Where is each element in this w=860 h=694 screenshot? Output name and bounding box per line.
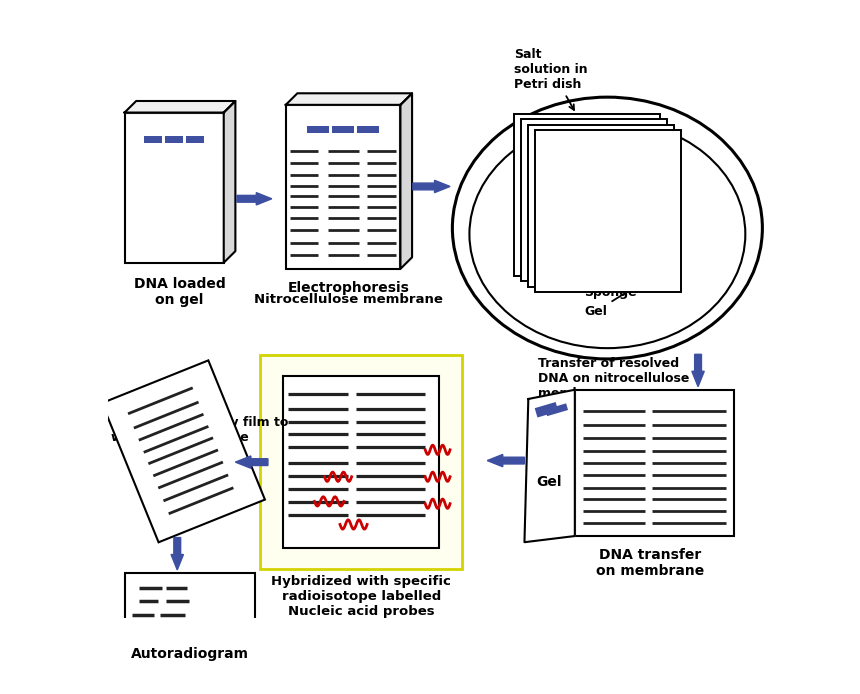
Text: Gel: Gel: [584, 273, 658, 318]
Polygon shape: [224, 101, 236, 263]
Bar: [125, 573, 255, 641]
Bar: [286, 105, 401, 269]
Bar: [284, 376, 439, 548]
Polygon shape: [691, 355, 704, 387]
Bar: [186, 137, 205, 142]
Polygon shape: [401, 93, 412, 269]
Text: Autoradiogram: Autoradiogram: [131, 647, 249, 661]
Polygon shape: [286, 93, 412, 105]
Polygon shape: [488, 455, 525, 467]
Text: Nitrocellulose membrane: Nitrocellulose membrane: [254, 293, 443, 306]
Text: Sponge: Sponge: [584, 254, 656, 299]
Bar: [528, 125, 674, 287]
Bar: [125, 112, 224, 263]
Text: Exposure of X Ray film to
washe d membrane: Exposure of X Ray film to washe d membra…: [112, 416, 289, 444]
Bar: [574, 390, 734, 536]
Bar: [307, 126, 329, 133]
Text: Transfer of resolved
DNA on nitrocellulose
membrane: Transfer of resolved DNA on nitrocellulo…: [538, 357, 689, 400]
Polygon shape: [525, 390, 574, 542]
Text: Salt
solution in
Petri dish: Salt solution in Petri dish: [514, 48, 588, 110]
Text: Gel: Gel: [537, 475, 562, 489]
Polygon shape: [125, 101, 236, 112]
Bar: [535, 130, 681, 292]
Bar: [261, 355, 463, 569]
Text: Electrophoresis: Electrophoresis: [287, 281, 409, 295]
Bar: [357, 126, 378, 133]
Polygon shape: [171, 538, 183, 570]
Bar: [332, 126, 354, 133]
Polygon shape: [102, 360, 265, 542]
Polygon shape: [413, 180, 450, 193]
Bar: [521, 119, 667, 281]
Bar: [165, 137, 183, 142]
Text: DNA transfer
on membrane: DNA transfer on membrane: [596, 548, 704, 578]
Text: Hybridized with specific
radioisotope labelled
Nucleic acid probes: Hybridized with specific radioisotope la…: [272, 575, 452, 618]
Polygon shape: [237, 193, 272, 205]
Bar: [514, 114, 660, 276]
Bar: [144, 137, 163, 142]
Text: DNA loaded
on gel: DNA loaded on gel: [133, 276, 225, 307]
Polygon shape: [236, 456, 268, 468]
